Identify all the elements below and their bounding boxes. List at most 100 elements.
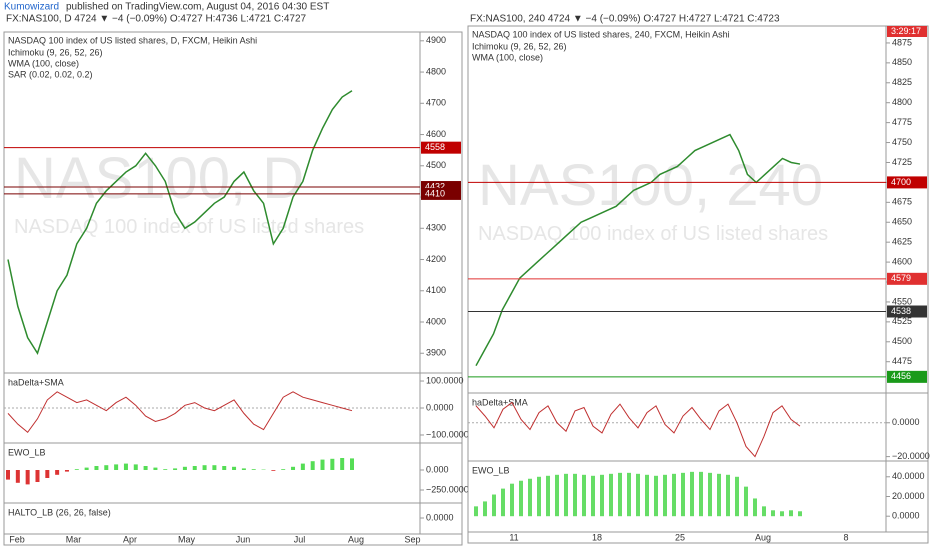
histogram-bar (143, 466, 148, 470)
study-label: WMA (100, close) (472, 52, 543, 62)
y-tick-label: 4650 (892, 217, 912, 227)
y-tick-label: −250.0000 (426, 484, 469, 494)
histogram-bar (780, 511, 784, 517)
y-tick-label: 4800 (426, 66, 446, 76)
histogram-bar (645, 474, 649, 517)
histogram-bar (591, 475, 595, 517)
study-label: Ichimoku (9, 26, 52, 26) (8, 47, 103, 57)
histogram-bar (519, 480, 523, 517)
pane-label: EWO_LB (8, 447, 46, 457)
histogram-bar (133, 464, 138, 470)
y-tick-label: 4700 (426, 98, 446, 108)
histogram-bar (182, 466, 187, 470)
histogram-bar (564, 473, 568, 517)
countdown: 3:29:17 (891, 26, 921, 36)
pane-label: haDelta+SMA (8, 377, 64, 387)
indicator-line (475, 401, 801, 458)
publish-info: published on TradingView.com, August 04,… (66, 2, 329, 13)
y-tick-label: 4625 (892, 237, 912, 247)
histogram-bar (744, 486, 748, 517)
y-tick-label: 0.000 (426, 464, 449, 474)
histogram-bar (681, 472, 685, 517)
y-tick-label: 4525 (892, 316, 912, 326)
watermark: NAS100, D (14, 146, 304, 211)
histogram-bar (726, 474, 730, 517)
y-tick-label: 4600 (892, 256, 912, 266)
histogram-bar (636, 473, 640, 517)
histogram-bar (546, 475, 550, 517)
y-tick-label: 4875 (892, 37, 912, 47)
histogram-bar (501, 488, 505, 517)
x-tick-label: Feb (9, 534, 25, 544)
histogram-bar (350, 458, 354, 470)
y-tick-label: 4675 (892, 197, 912, 207)
y-tick-label: 4850 (892, 57, 912, 67)
y-tick-label: 4200 (426, 254, 446, 264)
histogram-bar (618, 472, 622, 517)
y-tick-label: 4500 (892, 336, 912, 346)
price-tag-bg (421, 141, 461, 154)
histogram-bar (222, 466, 227, 470)
histogram-bar (717, 473, 721, 517)
histogram-bar (798, 511, 802, 517)
histogram-bar (153, 467, 158, 470)
price-tag-bg (887, 305, 927, 318)
price-tag: 4432 (425, 181, 445, 191)
y-tick-label: 4750 (892, 137, 912, 147)
histogram-bar (232, 466, 237, 470)
x-tick-label: 11 (509, 532, 518, 542)
watermark-sub: NASDAQ 100 index of US listed shares (478, 223, 828, 245)
author[interactable]: Kumowizard (4, 2, 59, 13)
watermark: NAS100, 240 (478, 153, 823, 218)
histogram-bar (762, 506, 766, 517)
x-tick-label: Apr (123, 534, 137, 544)
histogram-bar (474, 506, 478, 517)
pane-label: haDelta+SMA (472, 397, 528, 407)
histogram-bar (753, 498, 757, 517)
histogram-bar (708, 472, 712, 517)
x-tick-label: 25 (675, 532, 685, 542)
y-tick-label: 4775 (892, 117, 912, 127)
x-tick-label: Jul (294, 534, 306, 544)
price-tag: 4538 (891, 306, 911, 316)
histogram-bar (74, 469, 79, 470)
histogram-bar (84, 467, 89, 470)
histogram-bar (654, 475, 658, 517)
y-tick-label: 4100 (426, 285, 446, 295)
histogram-bar (123, 463, 128, 470)
y-tick-label: 40.0000 (892, 471, 925, 481)
y-tick-label: 4800 (892, 97, 912, 107)
histogram-bar (672, 473, 676, 517)
histogram-bar (55, 470, 60, 475)
histogram-bar (320, 459, 325, 470)
y-tick-label: 4900 (426, 35, 446, 45)
histogram-bar (271, 470, 276, 471)
histogram-bar (510, 483, 514, 517)
y-tick-label: 4475 (892, 356, 912, 366)
histogram-bar (340, 458, 345, 470)
price-line (475, 133, 801, 367)
histogram-bar (582, 474, 586, 517)
histogram-bar (114, 464, 119, 470)
panel-frame (3, 31, 463, 546)
histogram-bar (492, 494, 496, 517)
histogram-bar (573, 473, 577, 517)
histogram-bar (735, 476, 739, 517)
y-tick-label: 4600 (426, 129, 446, 139)
histogram-bar (291, 466, 296, 470)
indicator-line (7, 391, 353, 434)
histogram-bar (537, 476, 541, 517)
histogram-bar (600, 474, 604, 517)
histogram-bar (212, 465, 217, 470)
histogram-bar (528, 478, 532, 517)
histogram-bar (241, 468, 246, 470)
histogram-bar (789, 510, 793, 517)
chart-title: NASDAQ 100 index of US listed shares, 24… (472, 29, 730, 39)
price-tag-bg (887, 272, 927, 285)
histogram-bar (555, 474, 559, 517)
histogram-bar (15, 470, 20, 483)
x-tick-label: 18 (592, 532, 602, 542)
price-tag: 4410 (425, 188, 445, 198)
histogram-bar (281, 469, 286, 470)
